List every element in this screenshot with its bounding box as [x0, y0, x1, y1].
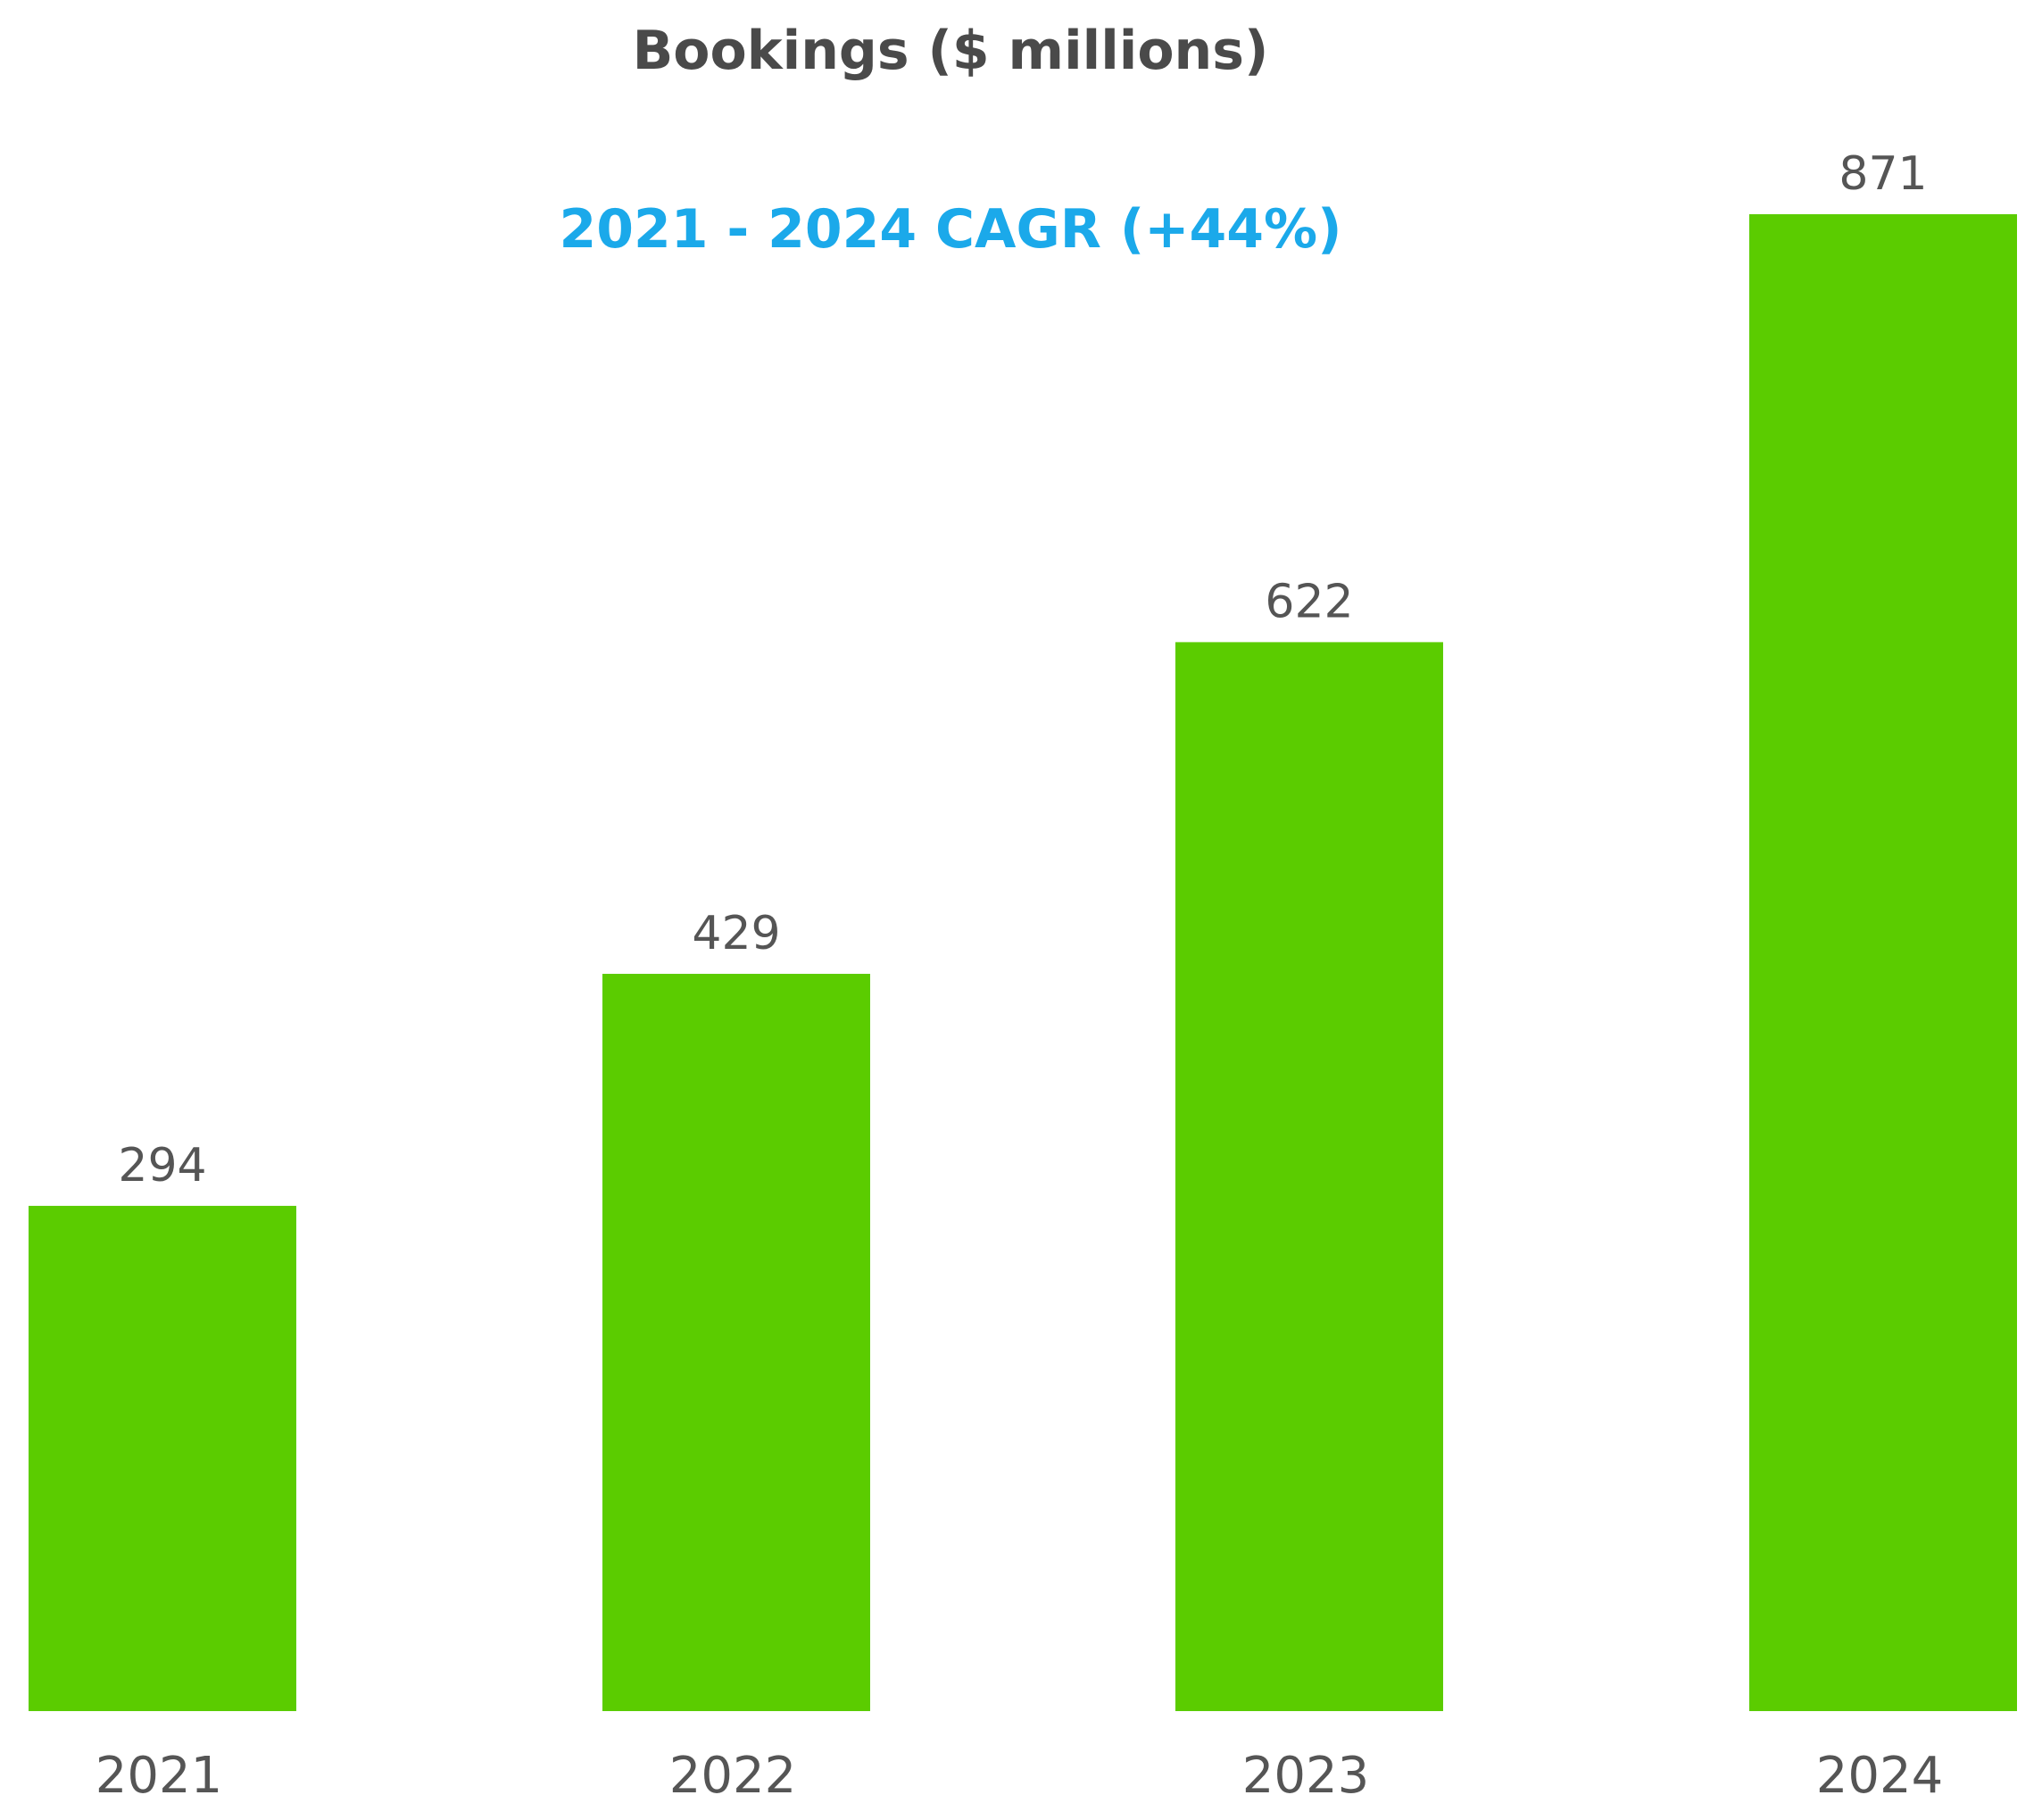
chart-title: Bookings ($ millions)	[632, 20, 1269, 82]
bar-2022	[602, 974, 870, 1711]
x-tick-label-2023: 2023	[1242, 1747, 1370, 1805]
x-tick-label-2021: 2021	[95, 1747, 223, 1805]
bar-2023	[1175, 642, 1443, 1711]
x-tick-label-2022: 2022	[669, 1747, 797, 1805]
bar-2021	[29, 1205, 296, 1711]
data-label-2023: 622	[1265, 575, 1353, 628]
bar-2024	[1749, 214, 2017, 1711]
data-label-2021: 294	[118, 1139, 206, 1193]
x-tick-label-2024: 2024	[1816, 1747, 1944, 1805]
data-label-2022: 429	[692, 907, 780, 960]
data-label-2024: 871	[1839, 147, 1927, 201]
chart-subtitle: 2021 - 2024 CAGR (+44%)	[559, 198, 1342, 261]
